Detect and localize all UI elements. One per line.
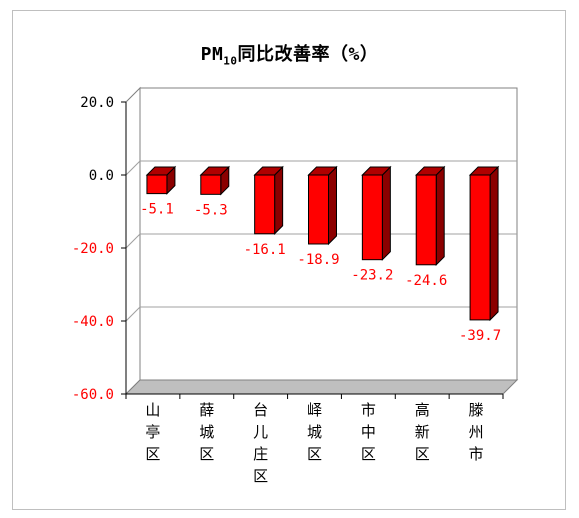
y-tick-label: -60.0 bbox=[72, 387, 114, 403]
y-tick-label: -40.0 bbox=[72, 314, 114, 330]
gridline-side bbox=[125, 160, 141, 176]
bar-side bbox=[381, 165, 391, 261]
bar bbox=[254, 174, 276, 235]
category-label-char: 中 bbox=[361, 423, 376, 441]
category-label-char: 城 bbox=[307, 423, 322, 441]
data-label: -24.6 bbox=[405, 273, 447, 289]
category-label-char: 城 bbox=[199, 423, 214, 441]
data-label: -18.9 bbox=[297, 252, 339, 268]
bar bbox=[469, 174, 491, 321]
bar-side bbox=[489, 165, 499, 322]
category-label-char: 区 bbox=[307, 445, 322, 463]
bar-side bbox=[274, 165, 284, 235]
gridline-side bbox=[125, 233, 141, 249]
bar bbox=[308, 174, 329, 245]
bar-side bbox=[435, 165, 445, 266]
bar-side bbox=[328, 165, 337, 246]
category-label-char: 区 bbox=[253, 467, 268, 485]
data-label: -23.2 bbox=[351, 268, 393, 284]
category-label-char: 峄 bbox=[307, 401, 322, 419]
category-label-char: 庄 bbox=[253, 445, 268, 463]
category-label-char: 州 bbox=[469, 423, 484, 441]
category-label-char: 区 bbox=[199, 445, 214, 463]
category-label-char: 滕 bbox=[469, 401, 484, 419]
chart-title: PM10同比改善率（%） bbox=[0, 40, 579, 68]
category-label-char: 薛 bbox=[199, 401, 214, 419]
category-label-char: 区 bbox=[145, 445, 160, 463]
category-label-char: 亭 bbox=[145, 423, 160, 441]
y-tick-label: -20.0 bbox=[72, 241, 114, 257]
y-tick-label: 20.0 bbox=[80, 95, 114, 111]
category-label-char: 台 bbox=[253, 401, 268, 419]
plot-floor bbox=[124, 379, 519, 395]
chart-title-rest: 同比改善率（%） bbox=[237, 44, 379, 65]
bar bbox=[200, 174, 222, 195]
data-label: -5.1 bbox=[140, 202, 174, 218]
data-label: -39.7 bbox=[459, 328, 501, 344]
chart-title-main: PM bbox=[200, 44, 224, 65]
y-tick-label: 0.0 bbox=[89, 168, 114, 184]
category-label-char: 山 bbox=[145, 401, 160, 419]
category-label-char: 高 bbox=[415, 401, 430, 419]
data-label: -5.3 bbox=[194, 202, 228, 218]
data-label: -16.1 bbox=[244, 242, 286, 258]
chart-title-subscript: 10 bbox=[223, 54, 238, 68]
category-label-char: 新 bbox=[415, 423, 430, 441]
category-label-char: 区 bbox=[361, 445, 376, 463]
bar bbox=[415, 174, 437, 266]
bar bbox=[361, 174, 383, 261]
category-label-char: 市 bbox=[469, 445, 484, 463]
bar bbox=[146, 174, 168, 195]
gridline-side bbox=[125, 306, 141, 322]
category-label-char: 市 bbox=[361, 401, 376, 419]
category-label-char: 区 bbox=[415, 445, 430, 463]
category-label-char: 儿 bbox=[253, 423, 268, 441]
